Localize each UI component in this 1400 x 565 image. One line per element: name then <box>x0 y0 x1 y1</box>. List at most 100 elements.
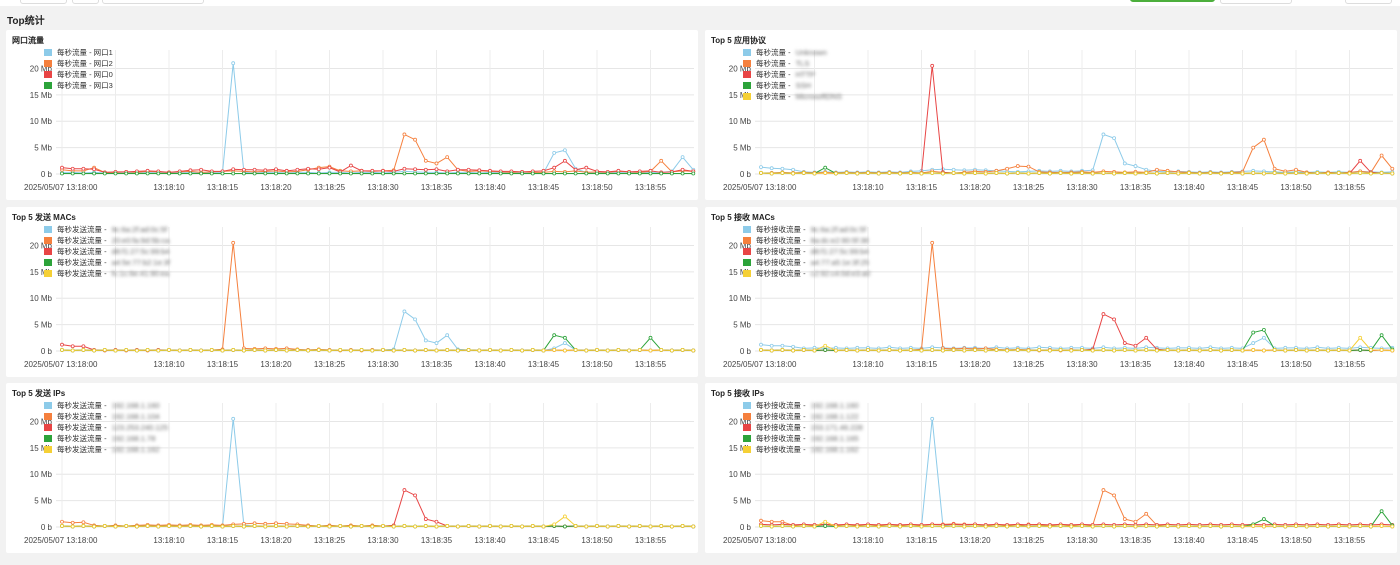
data-point[interactable] <box>145 348 150 352</box>
data-point[interactable] <box>381 348 385 352</box>
data-point[interactable] <box>983 348 988 353</box>
data-point[interactable] <box>1176 171 1181 176</box>
data-point[interactable] <box>1294 171 1298 175</box>
data-point[interactable] <box>1144 348 1149 352</box>
data-point[interactable] <box>769 166 774 171</box>
data-point[interactable] <box>769 519 774 524</box>
data-point[interactable] <box>1315 524 1320 528</box>
data-point[interactable] <box>231 171 236 176</box>
data-point[interactable] <box>263 168 268 173</box>
data-point[interactable] <box>348 163 353 168</box>
data-point[interactable] <box>1069 348 1074 353</box>
data-point[interactable] <box>434 171 439 176</box>
data-point[interactable] <box>919 348 924 353</box>
data-point[interactable] <box>455 167 460 172</box>
data-point[interactable] <box>759 165 763 170</box>
data-point[interactable] <box>1047 171 1052 176</box>
data-point[interactable] <box>434 519 439 524</box>
data-point[interactable] <box>327 171 332 176</box>
data-point[interactable] <box>595 348 599 352</box>
data-point[interactable] <box>1262 171 1266 176</box>
data-point[interactable] <box>1251 524 1256 528</box>
data-point[interactable] <box>134 348 139 353</box>
data-point[interactable] <box>1165 524 1170 528</box>
data-point[interactable] <box>60 171 64 176</box>
data-point[interactable] <box>145 524 150 528</box>
data-point[interactable] <box>759 171 763 175</box>
data-point[interactable] <box>563 148 567 153</box>
data-point[interactable] <box>573 348 578 352</box>
data-point[interactable] <box>1251 145 1256 150</box>
data-point[interactable] <box>209 348 214 352</box>
data-point[interactable] <box>930 240 935 245</box>
data-point[interactable] <box>220 524 225 529</box>
data-point[interactable] <box>1262 137 1266 142</box>
data-point[interactable] <box>1379 524 1384 528</box>
data-point[interactable] <box>338 348 343 352</box>
data-point[interactable] <box>134 171 139 176</box>
data-point[interactable] <box>520 524 524 529</box>
data-point[interactable] <box>252 171 257 176</box>
data-point[interactable] <box>167 171 171 176</box>
data-point[interactable] <box>940 524 945 529</box>
data-point[interactable] <box>423 338 428 343</box>
data-point[interactable] <box>616 524 621 528</box>
data-point[interactable] <box>940 171 945 176</box>
data-point[interactable] <box>252 348 257 352</box>
data-point[interactable] <box>1390 171 1395 176</box>
data-point[interactable] <box>316 167 321 172</box>
data-point[interactable] <box>627 171 631 176</box>
data-point[interactable] <box>434 348 439 353</box>
data-point[interactable] <box>60 348 64 352</box>
legend-item[interactable]: 每秒发送流量 - 20:e0:fa:9d:5b:ca <box>44 235 170 246</box>
data-point[interactable] <box>156 171 161 176</box>
data-point[interactable] <box>316 171 321 176</box>
data-point[interactable] <box>1262 335 1266 340</box>
data-point[interactable] <box>1005 348 1010 353</box>
data-point[interactable] <box>327 348 332 353</box>
data-point[interactable] <box>876 524 881 529</box>
data-point[interactable] <box>434 524 439 529</box>
legend-item[interactable]: 每秒发送流量 - 192.168.1.104 <box>44 411 168 422</box>
data-point[interactable] <box>498 524 503 529</box>
data-point[interactable] <box>637 524 642 528</box>
data-point[interactable] <box>402 524 407 528</box>
data-point[interactable] <box>1197 524 1202 529</box>
data-point[interactable] <box>1058 524 1063 528</box>
data-point[interactable] <box>402 309 407 314</box>
data-point[interactable] <box>1272 171 1277 175</box>
data-point[interactable] <box>823 519 828 524</box>
data-point[interactable] <box>887 171 892 175</box>
legend-item[interactable]: 每秒流量 - Unknown <box>743 47 842 58</box>
data-point[interactable] <box>295 167 300 172</box>
legend-item[interactable]: 每秒接收流量 - c2:92:c4:0d:e3:a0 <box>743 268 870 279</box>
data-point[interactable] <box>801 348 806 352</box>
data-point[interactable] <box>919 171 924 176</box>
data-point[interactable] <box>1219 348 1223 353</box>
data-point[interactable] <box>823 171 828 175</box>
data-point[interactable] <box>1197 348 1202 353</box>
data-point[interactable] <box>231 240 236 245</box>
data-point[interactable] <box>930 171 935 175</box>
data-point[interactable] <box>199 348 204 353</box>
data-point[interactable] <box>1187 524 1191 528</box>
data-point[interactable] <box>1101 132 1106 137</box>
data-point[interactable] <box>124 171 129 176</box>
primary-button[interactable] <box>1130 0 1215 2</box>
data-point[interactable] <box>1165 171 1170 175</box>
data-point[interactable] <box>81 166 86 171</box>
data-point[interactable] <box>812 348 817 353</box>
data-point[interactable] <box>156 524 161 529</box>
data-point[interactable] <box>1133 519 1138 524</box>
data-point[interactable] <box>659 171 664 176</box>
data-point[interactable] <box>92 167 96 172</box>
data-point[interactable] <box>445 524 450 528</box>
data-point[interactable] <box>231 61 236 66</box>
data-point[interactable] <box>1219 171 1223 176</box>
data-point[interactable] <box>898 348 903 353</box>
data-point[interactable] <box>962 524 967 529</box>
data-point[interactable] <box>648 171 653 176</box>
legend-item[interactable]: 每秒发送流量 - 192.168.1.78 <box>44 433 168 444</box>
data-point[interactable] <box>231 416 236 421</box>
data-point[interactable] <box>648 524 653 529</box>
